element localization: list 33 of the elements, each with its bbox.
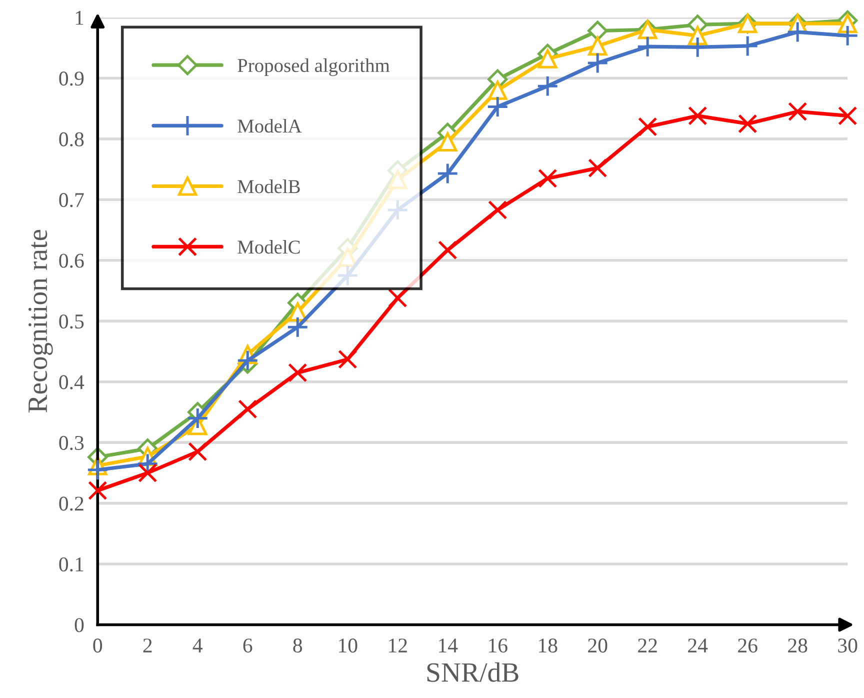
legend-label: Proposed algorithm xyxy=(238,58,390,76)
y-axis-title: Recognition rate xyxy=(28,230,53,412)
x-tick-label: 6 xyxy=(243,638,252,653)
y-tick-label: 0.2 xyxy=(59,496,84,511)
x-tick-label: 4 xyxy=(192,638,203,652)
x-tick-label: 2 xyxy=(143,638,152,652)
y-tick-label: 1 xyxy=(76,10,84,25)
x-tick-label: 22 xyxy=(638,638,657,652)
y-tick-label: 0.7 xyxy=(59,193,84,208)
x-axis-title: SNR/dB xyxy=(427,662,518,682)
y-tick-label: 0.9 xyxy=(59,72,84,86)
x-tick-label: 24 xyxy=(688,638,708,652)
legend-label: ModelB xyxy=(238,180,300,194)
x-tick-label: 16 xyxy=(489,638,508,653)
x-tick-label: 28 xyxy=(788,638,808,653)
y-tick-label: 0.5 xyxy=(59,314,84,329)
x-tick-label: 8 xyxy=(293,638,302,653)
legend-label: ModelA xyxy=(238,118,302,133)
y-tick-label: 0.1 xyxy=(59,557,84,572)
y-tick-label: 0.4 xyxy=(59,375,84,390)
y-tick-label: 0.8 xyxy=(59,132,84,146)
x-tick-label: 18 xyxy=(539,638,558,653)
x-tick-label: 14 xyxy=(439,638,458,652)
x-tick-label: 30 xyxy=(838,638,858,653)
x-tick-label: 0 xyxy=(93,638,102,653)
x-tick-label: 26 xyxy=(738,638,758,653)
y-tick-label: 0.6 xyxy=(59,254,84,268)
x-tick-label: 12 xyxy=(389,638,407,652)
y-tick-label: 0 xyxy=(74,618,84,632)
x-tick-label: 10 xyxy=(339,638,358,653)
legend-label: ModelC xyxy=(238,240,300,254)
x-tick-label: 20 xyxy=(588,638,608,653)
y-tick-label: 0.3 xyxy=(59,436,84,450)
